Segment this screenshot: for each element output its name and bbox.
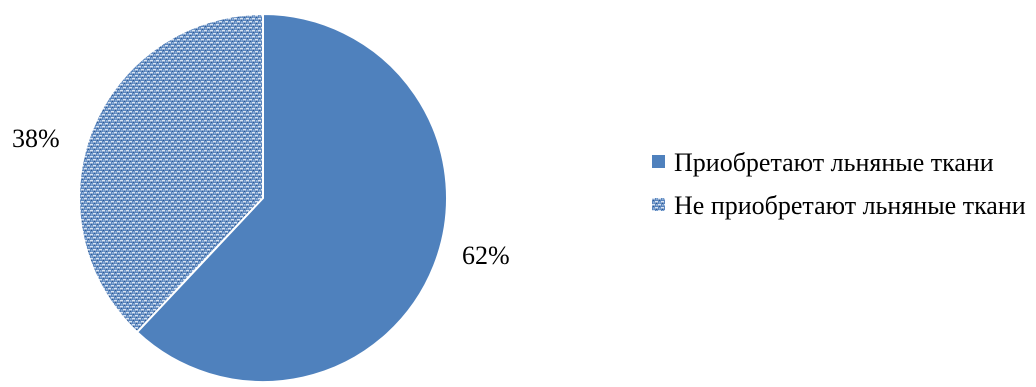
slice-label-38: 38%: [12, 124, 60, 153]
legend-swatch-textured: [652, 198, 665, 211]
pie-slice-not-buy: [78, 12, 264, 334]
pie-slice-buy: [135, 12, 448, 383]
slice-label-62: 62%: [462, 241, 510, 270]
chart-legend: Приобретают льняные ткани Не приобретают…: [652, 146, 1032, 232]
legend-label-buy: Приобретают льняные ткани: [674, 148, 994, 177]
legend-swatch-solid: [652, 155, 665, 168]
legend-item-not-buy: Не приобретают льняные ткани: [652, 189, 1032, 222]
legend-item-buy: Приобретают льняные ткани: [652, 146, 1032, 179]
legend-label-not-buy: Не приобретают льняные ткани: [674, 191, 1026, 220]
